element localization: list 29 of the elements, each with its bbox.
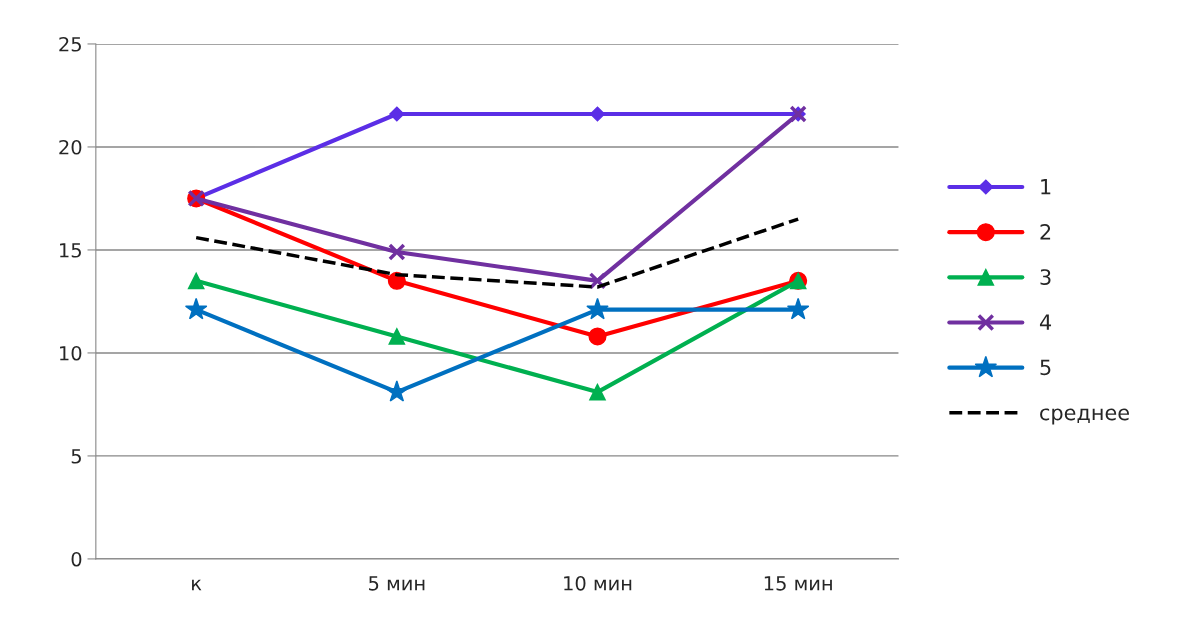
point <box>589 383 606 401</box>
point <box>184 297 208 320</box>
y-tick-label: 10 <box>60 345 82 361</box>
legend-label: 5 <box>1040 359 1051 376</box>
legend-label: среднее <box>1040 408 1129 425</box>
legend-label: 2 <box>1040 223 1051 240</box>
x-tick-label: 5 мин <box>369 576 425 591</box>
legend-label: 1 <box>1041 179 1051 195</box>
y-tick-label: 0 <box>71 551 82 567</box>
y-tick-label: 15 <box>60 243 81 258</box>
point <box>187 272 205 290</box>
y-tick-label: 20 <box>59 139 82 155</box>
x-tick-label: 15 мин <box>764 576 832 591</box>
y-tick-label: 25 <box>59 36 81 52</box>
y-tick-label: 5 <box>71 449 81 464</box>
legend-label: 3 <box>1040 269 1051 285</box>
point <box>389 106 405 122</box>
point <box>588 272 607 290</box>
line-series <box>194 217 800 289</box>
point <box>388 328 406 345</box>
point <box>388 243 406 261</box>
point <box>786 297 810 320</box>
point <box>589 106 606 122</box>
x-tick-label: 10 мин <box>564 575 632 591</box>
x-tick-label: к <box>192 579 202 591</box>
point <box>385 380 409 402</box>
point <box>586 297 609 320</box>
point <box>588 327 607 346</box>
legend-label: 4 <box>1039 314 1052 330</box>
